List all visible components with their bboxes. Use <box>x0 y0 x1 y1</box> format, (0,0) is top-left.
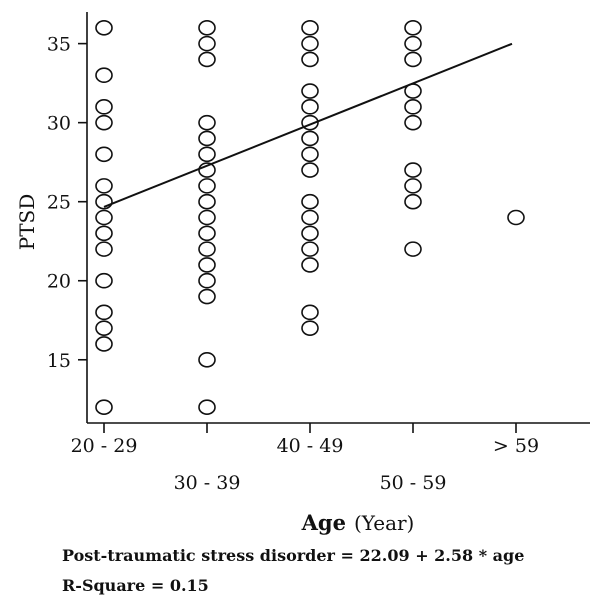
data-point <box>95 146 113 163</box>
r-square-value: R-Square = 0.15 <box>62 576 209 595</box>
data-point <box>198 272 216 289</box>
data-point <box>95 67 113 84</box>
data-point <box>198 257 216 273</box>
x-axis-title: Age (Year) <box>301 510 415 535</box>
data-point <box>404 99 422 115</box>
data-point <box>301 241 319 257</box>
x-axis-title-unit: (Year) <box>354 511 414 535</box>
x-tick-label: 20 - 29 <box>71 435 138 457</box>
x-tick-label: > 59 <box>493 435 539 457</box>
data-point <box>301 35 319 52</box>
data-point <box>95 241 113 257</box>
data-point <box>95 272 113 289</box>
data-point <box>301 304 319 321</box>
data-point <box>507 209 525 226</box>
y-tick-label: 35 <box>47 34 71 56</box>
data-point <box>95 399 113 415</box>
data-point <box>198 209 216 226</box>
data-point <box>301 162 319 178</box>
data-points <box>95 20 525 415</box>
x-axis-title-main: Age <box>301 510 346 535</box>
data-point <box>95 304 113 321</box>
data-point <box>198 114 216 131</box>
data-point <box>95 20 113 36</box>
data-point <box>95 178 113 194</box>
y-tick-label: 30 <box>47 113 71 135</box>
data-point <box>404 193 422 210</box>
data-point <box>301 99 319 115</box>
data-point <box>95 209 113 226</box>
data-point <box>198 146 216 163</box>
regression-equation: Post-traumatic stress disorder = 22.09 +… <box>62 546 525 565</box>
x-tick-label: 30 - 39 <box>174 472 241 494</box>
x-tick-label: 50 - 59 <box>380 472 447 494</box>
data-point <box>301 257 319 273</box>
data-point <box>301 146 319 163</box>
data-point <box>198 193 216 210</box>
data-point <box>301 20 319 36</box>
data-point <box>301 193 319 210</box>
y-tick-label: 15 <box>47 350 71 372</box>
data-point <box>198 178 216 194</box>
data-point <box>198 51 216 68</box>
y-axis-title: PTSD <box>15 194 39 251</box>
data-point <box>301 225 319 242</box>
data-point <box>198 351 216 368</box>
data-point <box>301 320 319 336</box>
data-point <box>95 225 113 242</box>
data-point <box>404 241 422 257</box>
data-point <box>404 178 422 194</box>
data-point <box>198 130 216 147</box>
data-point <box>198 20 216 36</box>
data-point <box>198 162 216 178</box>
regression-line-group <box>103 42 513 208</box>
data-point <box>198 225 216 242</box>
data-point <box>198 288 216 305</box>
data-point <box>95 99 113 115</box>
data-point <box>95 320 113 336</box>
data-point <box>95 114 113 131</box>
data-point <box>95 193 113 210</box>
data-point <box>198 35 216 52</box>
data-point <box>95 336 113 352</box>
y-tick-label: 25 <box>47 192 71 214</box>
data-point <box>404 114 422 131</box>
data-point <box>301 51 319 68</box>
data-point <box>301 130 319 147</box>
y-tick-label: 20 <box>47 271 71 293</box>
y-axis: 15 20 25 30 35 <box>47 12 88 423</box>
data-point <box>301 114 319 131</box>
data-point <box>404 35 422 52</box>
regression-line <box>103 42 513 208</box>
data-point <box>301 83 319 99</box>
data-point <box>404 51 422 68</box>
data-point <box>198 399 216 415</box>
data-point <box>404 20 422 36</box>
data-point <box>404 162 422 178</box>
scatter-chart: 15 20 25 30 35 20 - 29 30 - 39 40 - 49 50 - 59 >… <box>15 12 590 535</box>
data-point <box>301 209 319 226</box>
x-axis: 20 - 29 30 - 39 40 - 49 50 - 59 > 59 <box>71 422 590 494</box>
data-point <box>198 241 216 257</box>
x-tick-label: 40 - 49 <box>277 435 344 457</box>
